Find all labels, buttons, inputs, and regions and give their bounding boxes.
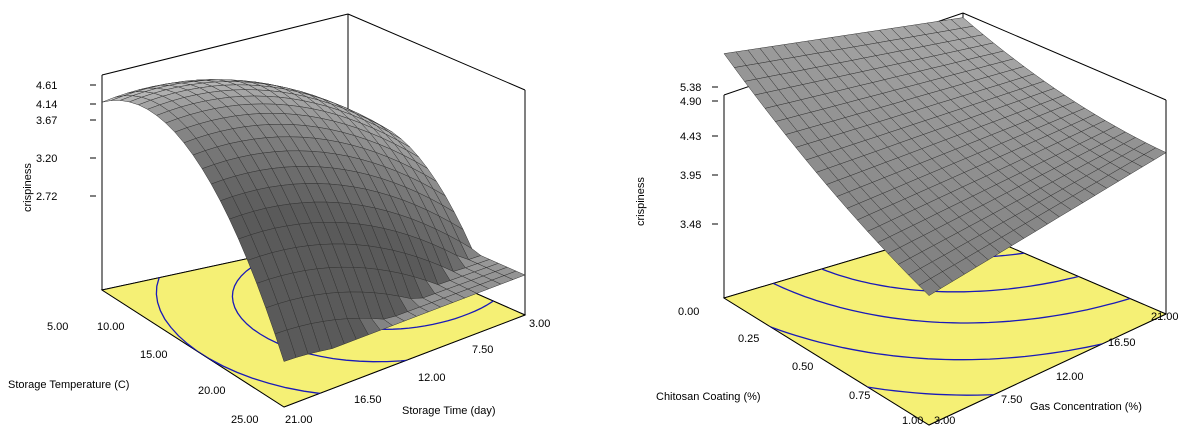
right-y-tick: 12.00 bbox=[1056, 371, 1084, 383]
right-x-axis-label: Chitosan Coating (%) bbox=[656, 391, 761, 403]
right-x-tick: 0.25 bbox=[738, 333, 759, 345]
left-z-tick: 4.61 bbox=[36, 80, 57, 92]
right-z-tick: 3.48 bbox=[680, 219, 701, 231]
left-y-tick: 3.00 bbox=[529, 318, 550, 330]
right-y-tick: 3.00 bbox=[934, 415, 955, 427]
contour-line bbox=[155, 237, 525, 398]
left-y-tick: 16.50 bbox=[354, 394, 382, 406]
left-y-tick: 12.00 bbox=[418, 372, 446, 384]
surface-facet bbox=[274, 329, 297, 362]
right-y-tick: 21.00 bbox=[1151, 311, 1179, 323]
right-chart: crispiness 3.48 3.95 4.43 4.90 5.38 0.00… bbox=[635, 12, 1179, 427]
right-z-tick: 3.95 bbox=[680, 170, 701, 182]
left-z-tick: 3.67 bbox=[36, 115, 57, 127]
left-x-tick: 5.00 bbox=[47, 321, 68, 333]
left-z-tick: 3.20 bbox=[36, 153, 57, 165]
right-y-axis-label: Gas Concentration (%) bbox=[1030, 401, 1142, 413]
left-z-tick: 2.72 bbox=[36, 191, 57, 203]
right-x-tick: 0.75 bbox=[849, 390, 870, 402]
surface-facet bbox=[918, 278, 942, 296]
right-x-tick: 1.00 bbox=[902, 415, 923, 427]
left-x-tick: 15.00 bbox=[140, 349, 168, 361]
box-edge bbox=[347, 13, 526, 91]
left-x-tick: 10.00 bbox=[97, 321, 125, 333]
left-y-tick: 7.50 bbox=[472, 344, 493, 356]
left-chart: crispiness 2.72 3.20 3.67 4.14 4.61 5.00… bbox=[8, 13, 550, 426]
left-x-axis-label: Storage Temperature (C) bbox=[8, 379, 129, 391]
right-y-tick: 7.50 bbox=[1001, 394, 1022, 406]
floor-plane bbox=[722, 226, 1168, 426]
left-y-axis-label: Storage Time (day) bbox=[402, 405, 496, 417]
right-z-axis-label: crispiness bbox=[635, 177, 647, 226]
right-z-tick: 4.90 bbox=[680, 96, 701, 108]
left-z-axis-label: crispiness bbox=[22, 163, 34, 212]
right-x-tick: 0.50 bbox=[792, 361, 813, 373]
right-y-tick: 16.50 bbox=[1108, 337, 1136, 349]
box-edge bbox=[101, 13, 349, 76]
left-x-tick: 20.00 bbox=[198, 385, 226, 397]
right-z-tick: 5.38 bbox=[680, 82, 701, 94]
box-edge bbox=[962, 12, 1167, 101]
left-x-tick: 25.00 bbox=[231, 414, 259, 426]
right-z-tick: 4.43 bbox=[680, 131, 701, 143]
right-x-tick: 0.00 bbox=[678, 306, 699, 318]
left-y-tick: 21.00 bbox=[285, 414, 313, 426]
left-z-tick: 4.14 bbox=[36, 99, 57, 111]
contour-line bbox=[745, 250, 1166, 324]
